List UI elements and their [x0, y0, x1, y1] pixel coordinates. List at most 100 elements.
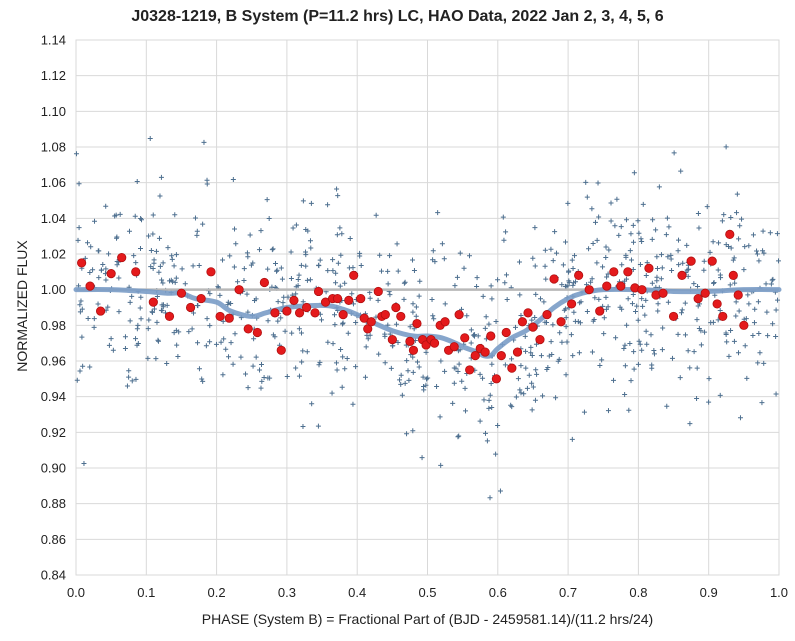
- raw-point: [636, 338, 642, 344]
- raw-point: [621, 346, 627, 352]
- raw-point: [217, 292, 223, 298]
- binned-point: [276, 345, 286, 355]
- raw-point: [82, 255, 88, 261]
- raw-point: [559, 339, 565, 345]
- raw-point: [542, 319, 548, 325]
- raw-point: [332, 322, 338, 328]
- raw-point: [523, 365, 529, 371]
- y-tick-label: 1.04: [41, 211, 66, 226]
- binned-point: [549, 274, 559, 284]
- binned-point: [313, 286, 324, 297]
- raw-point: [756, 331, 762, 337]
- binned-point: [164, 311, 175, 322]
- raw-point: [429, 296, 435, 302]
- raw-point: [533, 367, 539, 373]
- raw-point: [146, 233, 152, 239]
- binned-point: [429, 338, 440, 348]
- raw-point: [650, 217, 656, 223]
- raw-point: [138, 215, 144, 221]
- raw-point: [333, 360, 339, 366]
- raw-point: [365, 336, 371, 342]
- raw-point: [627, 341, 633, 347]
- raw-point: [279, 276, 285, 282]
- binned-point: [486, 331, 496, 341]
- raw-point: [334, 232, 340, 238]
- raw-point: [295, 277, 301, 283]
- raw-point: [367, 295, 373, 301]
- raw-point: [393, 321, 399, 327]
- raw-point: [85, 315, 91, 321]
- raw-point: [655, 308, 661, 314]
- raw-point: [728, 214, 734, 220]
- raw-point: [435, 210, 441, 216]
- raw-point: [568, 332, 574, 338]
- y-tick-label: 0.98: [41, 318, 66, 333]
- raw-point: [225, 302, 231, 308]
- raw-point: [630, 222, 636, 228]
- raw-point: [345, 330, 351, 336]
- raw-point: [151, 257, 157, 263]
- raw-point: [200, 378, 206, 384]
- raw-point: [296, 373, 302, 379]
- raw-point: [154, 319, 160, 325]
- raw-point: [605, 304, 611, 310]
- raw-point: [451, 380, 457, 386]
- raw-point: [474, 284, 480, 290]
- raw-point: [76, 181, 82, 187]
- raw-point: [590, 241, 596, 247]
- binned-point: [310, 308, 320, 318]
- binned-point: [224, 313, 234, 323]
- raw-point: [658, 276, 664, 282]
- raw-point: [533, 341, 539, 347]
- raw-point: [337, 225, 343, 231]
- raw-point: [613, 335, 619, 341]
- raw-point: [199, 376, 205, 382]
- raw-point: [654, 278, 660, 284]
- raw-point: [554, 250, 560, 256]
- binned-point: [584, 285, 594, 295]
- x-axis-label: PHASE (System B) = Fractional Part of (B…: [201, 611, 654, 627]
- raw-point: [134, 342, 140, 348]
- raw-point: [770, 276, 776, 282]
- raw-point: [599, 357, 605, 363]
- raw-point: [666, 224, 672, 230]
- raw-point: [588, 279, 594, 285]
- binned-point: [301, 302, 312, 313]
- raw-point: [639, 347, 645, 353]
- raw-point: [701, 258, 707, 264]
- raw-point: [362, 374, 368, 380]
- x-tick-label: 0.8: [629, 585, 647, 600]
- raw-point: [706, 376, 712, 382]
- binned-point: [658, 288, 668, 298]
- raw-point: [542, 263, 548, 269]
- raw-point: [167, 278, 173, 284]
- raw-point: [522, 333, 528, 339]
- raw-point: [308, 245, 314, 251]
- raw-point: [532, 397, 538, 403]
- raw-point: [430, 248, 436, 254]
- raw-point: [350, 301, 356, 307]
- raw-point: [258, 385, 264, 391]
- raw-point: [148, 247, 154, 253]
- raw-point: [204, 177, 210, 183]
- raw-point: [278, 265, 284, 271]
- binned-point: [270, 308, 280, 318]
- binned-point: [412, 318, 422, 329]
- raw-point: [651, 351, 657, 357]
- raw-point: [495, 277, 501, 283]
- raw-point: [736, 308, 742, 314]
- raw-point: [110, 347, 116, 353]
- raw-point: [721, 212, 727, 218]
- binned-point: [408, 345, 419, 355]
- raw-point: [117, 211, 123, 217]
- binned-point: [391, 302, 401, 313]
- binned-point: [507, 363, 517, 373]
- raw-point: [560, 262, 566, 268]
- binned-point: [528, 322, 538, 332]
- raw-point: [243, 371, 249, 377]
- raw-point: [342, 280, 348, 286]
- binned-point: [686, 256, 696, 266]
- raw-point: [74, 377, 80, 383]
- raw-point: [775, 297, 781, 303]
- y-tick-label: 1.02: [41, 247, 66, 262]
